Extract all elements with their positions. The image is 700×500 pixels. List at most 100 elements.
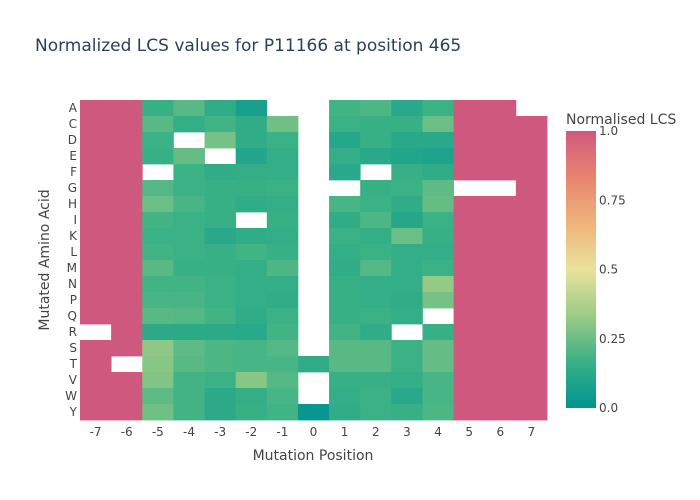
heatmap-cell-R--3: [204, 324, 237, 341]
heatmap-cell-M-5: [453, 260, 486, 277]
heatmap-cell-E--5: [142, 148, 174, 165]
heatmap-cell-P-6: [484, 292, 517, 309]
heatmap-cell-A-4: [422, 100, 454, 117]
heatmap-cell-K--6: [111, 228, 143, 245]
heatmap-cell-P-7: [515, 292, 548, 309]
heatmap-cell-L--2: [235, 244, 268, 261]
heatmap-cell-L-3: [391, 244, 423, 261]
heatmap-cell-R-1: [329, 324, 361, 341]
heatmap-cell-G-7: [515, 180, 548, 197]
heatmap-cell-M-6: [484, 260, 517, 277]
heatmap-cell-M-4: [422, 260, 454, 277]
heatmap-cell-P-1: [329, 292, 361, 309]
y-tick-label: P: [70, 293, 77, 307]
heatmap-cell-R-7: [515, 324, 548, 341]
heatmap-cell-G--2: [235, 180, 268, 197]
heatmap-cell-P--1: [266, 292, 299, 309]
heatmap-cell-T--3: [204, 356, 237, 373]
heatmap-cell-K--1: [266, 228, 299, 245]
heatmap-cell-N-6: [484, 276, 517, 293]
heatmap-cell-I--5: [142, 212, 174, 229]
heatmap-cell-R--4: [173, 324, 205, 341]
heatmap-cell-S-4: [422, 340, 454, 357]
heatmap-cell-H--2: [235, 196, 268, 213]
y-tick-label: E: [69, 149, 77, 163]
heatmap-cell-P--6: [111, 292, 143, 309]
heatmap-cell-C-6: [484, 116, 517, 133]
heatmap-cell-P--4: [173, 292, 205, 309]
heatmap-cell-S--4: [173, 340, 205, 357]
heatmap-cell-L-7: [515, 244, 548, 261]
heatmap-cell-Q-5: [453, 308, 486, 325]
heatmap-cell-T--5: [142, 356, 174, 373]
heatmap-cell-N-5: [453, 276, 486, 293]
colorbar-tick-label: 0.25: [599, 332, 626, 346]
heatmap-cell-A--4: [173, 100, 205, 117]
heatmap-cell-C-1: [329, 116, 361, 133]
heatmap-cell-D-5: [453, 132, 486, 149]
heatmap-cell-K-2: [360, 228, 392, 245]
colorbar: [566, 131, 596, 408]
heatmap-cell-L--4: [173, 244, 205, 261]
heatmap-cell-I-7: [515, 212, 548, 229]
heatmap-cell-S-1: [329, 340, 361, 357]
heatmap-cell-M--1: [266, 260, 299, 277]
heatmap-cell-K--2: [235, 228, 268, 245]
y-tick-label: Q: [68, 309, 77, 323]
heatmap-cell-Y-7: [515, 404, 548, 421]
heatmap-cell-Y--3: [204, 404, 237, 421]
heatmap-cell-V--3: [204, 372, 237, 389]
heatmap-cell-P--2: [235, 292, 268, 309]
heatmap-cell-D--6: [111, 132, 143, 149]
heatmap-cell-F-1: [329, 164, 361, 181]
heatmap-cell-C-7: [515, 116, 548, 133]
heatmap-cell-W-1: [329, 388, 361, 405]
heatmap-cell-M--2: [235, 260, 268, 277]
heatmap-cell-E--2: [235, 148, 268, 165]
heatmap-cell-H-2: [360, 196, 392, 213]
heatmap-cell-L--6: [111, 244, 143, 261]
heatmap-cell-R-2: [360, 324, 392, 341]
heatmap-cell-T-2: [360, 356, 392, 373]
heatmap-cell-Q--5: [142, 308, 174, 325]
heatmap-cell-E-1: [329, 148, 361, 165]
heatmap-cell-H-6: [484, 196, 517, 213]
heatmap-cell-V-2: [360, 372, 392, 389]
heatmap-cell-A-1: [329, 100, 361, 117]
heatmap-cell-E-2: [360, 148, 392, 165]
heatmap-cell-R-5: [453, 324, 486, 341]
x-tick-label: -3: [214, 425, 226, 439]
heatmap-cell-R--2: [235, 324, 268, 341]
heatmap-cell-C--2: [235, 116, 268, 133]
heatmap-cell-R--5: [142, 324, 174, 341]
heatmap-cell-W-7: [515, 388, 548, 405]
heatmap-cell-I-4: [422, 212, 454, 229]
heatmap-cell-I-2: [360, 212, 392, 229]
heatmap-cell-Q--6: [111, 308, 143, 325]
heatmap-cell-F-4: [422, 164, 454, 181]
heatmap-cell-W--4: [173, 388, 205, 405]
heatmap-cell-D--2: [235, 132, 268, 149]
heatmap-cell-T-6: [484, 356, 517, 373]
heatmap-cell-G--4: [173, 180, 205, 197]
heatmap-cell-V--1: [266, 372, 299, 389]
x-tick-label: 1: [341, 425, 349, 439]
heatmap-cell-K--4: [173, 228, 205, 245]
heatmap-cell-S-5: [453, 340, 486, 357]
heatmap-cell-I--7: [80, 212, 112, 229]
heatmap-cell-Y-0: [297, 404, 330, 421]
heatmap-cell-C--1: [266, 116, 299, 133]
heatmap-cell-N--3: [204, 276, 237, 293]
heatmap-cell-P-4: [422, 292, 454, 309]
heatmap-cell-D-6: [484, 132, 517, 149]
heatmap-cell-M--7: [80, 260, 112, 277]
x-tick-label: 3: [403, 425, 411, 439]
heatmap-cell-L-2: [360, 244, 392, 261]
heatmap-cell-V--7: [80, 372, 112, 389]
heatmap-cell-D-2: [360, 132, 392, 149]
y-tick-label: L: [70, 245, 77, 259]
heatmap-cell-F-3: [391, 164, 423, 181]
heatmap-cell-E--6: [111, 148, 143, 165]
heatmap-cell-Q--1: [266, 308, 299, 325]
